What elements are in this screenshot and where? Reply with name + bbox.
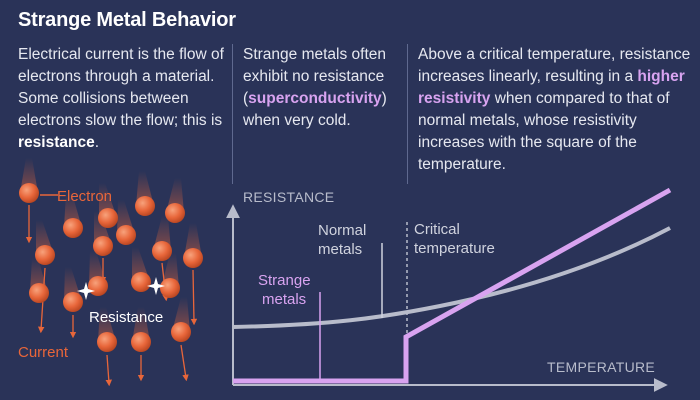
normal-metals-label-line2: metals [318,241,362,258]
strange-text-end: ) when very cold. [243,90,387,129]
electron-icon [131,272,151,292]
strange-metals-label-line2: metals [262,291,306,308]
electron-icon [171,322,191,342]
strange-metals-label-line1: Strange [258,272,311,289]
critical-text: Above a critical temperature, resistance… [418,46,691,85]
superconductivity-term: superconductivity [248,90,382,107]
intro-text-column: Electrical current is the flow of electr… [18,44,230,154]
electron-icon [152,241,172,261]
electron-illustration [19,158,203,387]
electron-icon [63,292,83,312]
electron-icon [116,225,136,245]
electron-icon [88,276,108,296]
current-arrow [105,354,113,387]
collision-spark-icon [147,277,165,295]
x-axis-label: TEMPERATURE [547,359,655,375]
normal-metals-curve [232,226,671,329]
electron-icon [131,332,151,352]
electron-icon [183,248,203,268]
electron-icon [63,218,83,238]
electron-icon [29,283,49,303]
column-divider [407,44,408,184]
resistance-label: Resistance [89,309,163,326]
critical-text-end: when compared to that of normal metals, … [418,90,670,173]
electron-icon [165,203,185,223]
electron-icon [19,183,39,203]
higher-resistivity-term: higher resistivity [418,68,685,107]
normal-metals-label-line1: Normal [318,222,366,239]
page-title: Strange Metal Behavior [18,9,236,31]
critical-label-line2: temperature [414,240,495,257]
current-label: Current [18,344,69,361]
electron-icon [93,236,113,256]
current-arrow [190,269,198,326]
y-axis-label: RESISTANCE [243,189,334,205]
strange-metals-text-column: Strange metals often exhibit no resistan… [243,44,403,132]
electron-icon [135,196,155,216]
current-arrow [180,344,189,382]
critical-label-line1: Critical [414,221,460,238]
electron-label: Electron [57,188,112,205]
electron-icon [97,332,117,352]
critical-temp-text-column: Above a critical temperature, resistance… [418,44,698,176]
electron-icon [160,278,180,298]
column-divider [232,44,233,184]
intro-text-end: . [94,134,100,151]
intro-text: Electrical current is the flow of electr… [18,46,224,129]
electron-icon [98,208,118,228]
electron-icon [35,245,55,265]
strange-text: Strange metals often exhibit no resistan… [243,46,387,107]
collision-spark-icon [77,282,95,300]
resistance-term: resistance [18,134,95,151]
strange-metals-curve [233,187,672,384]
